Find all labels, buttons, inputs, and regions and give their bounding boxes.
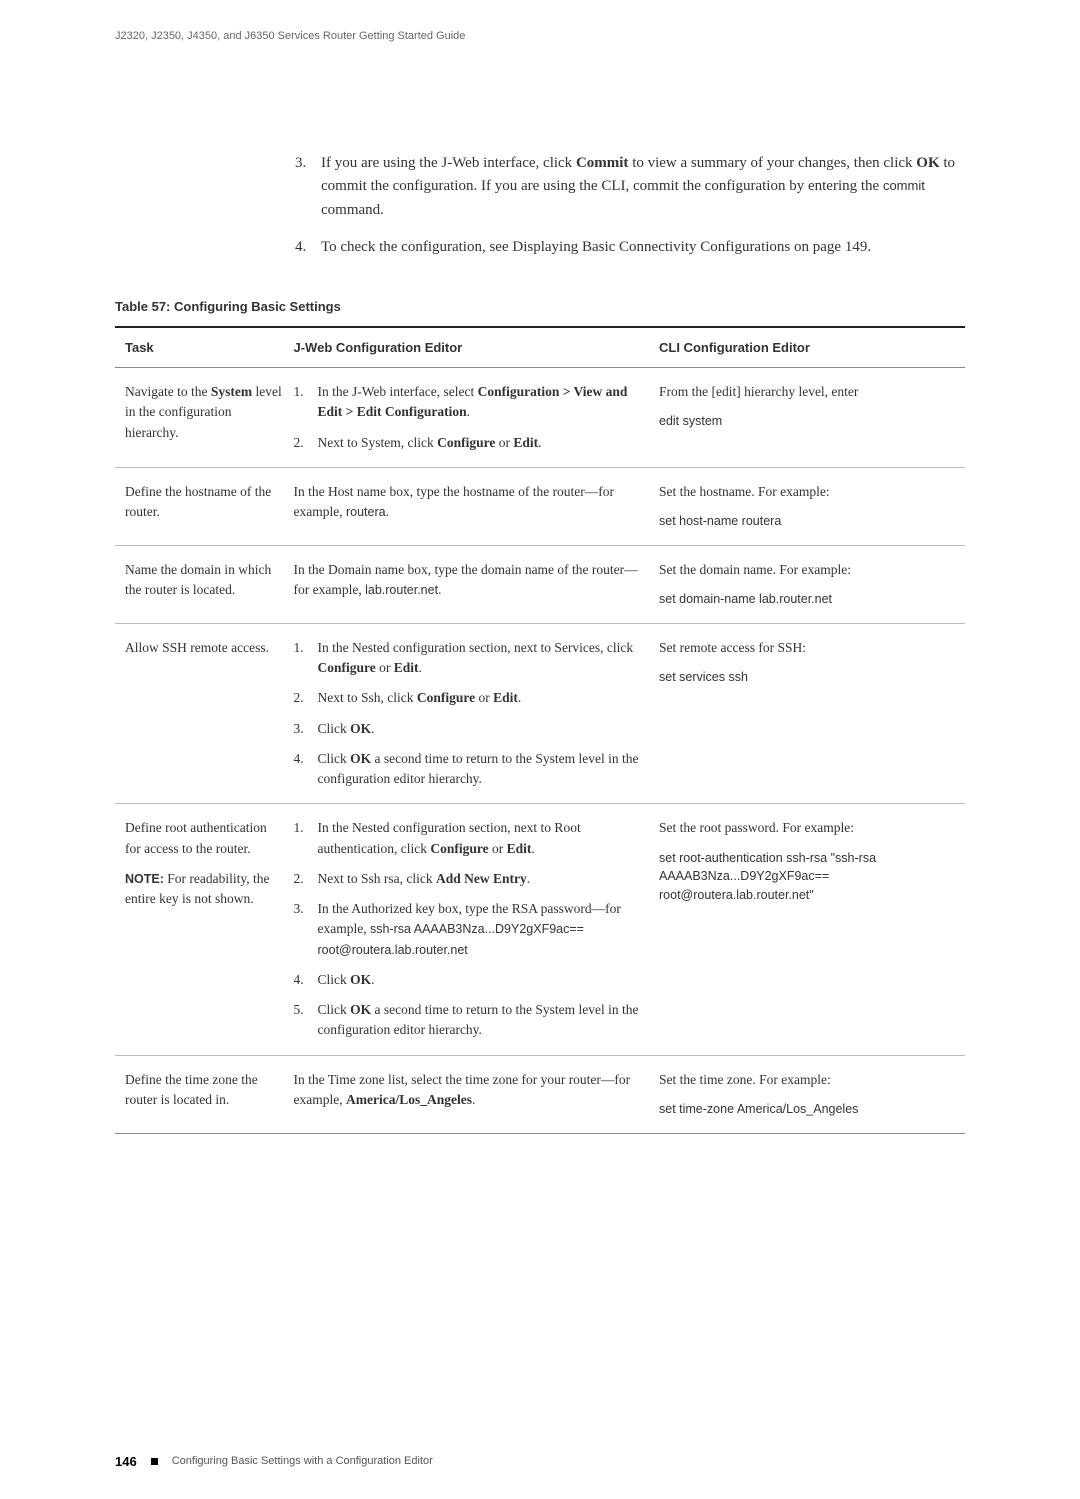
intro-text-frag: to view a summary of your changes, then … [628,155,916,171]
task-cell: Name the domain in which the router is l… [115,545,294,623]
jweb-cell: 1.In the J-Web interface, select Configu… [294,368,660,468]
task-cell: Define root authentication for access to… [115,804,294,1055]
step-num: 5. [294,1000,318,1041]
step-num: 4. [294,749,318,790]
cli-cell: Set remote access for SSH:set services s… [659,623,965,804]
step-num: 1. [294,382,318,423]
step-text: In the Nested configuration section, nex… [318,818,650,859]
step: 4.Click OK a second time to return to th… [294,749,650,790]
cli-cell: Set the domain name. For example:set dom… [659,545,965,623]
step-text: Next to Ssh rsa, click Add New Entry. [318,869,650,889]
step-text: Click OK. [318,719,650,739]
step: 3.In the Authorized key box, type the RS… [294,899,650,960]
jweb-cell: 1.In the Nested configuration section, n… [294,623,660,804]
step-text: Click OK. [318,970,650,990]
step: 1.In the Nested configuration section, n… [294,818,650,859]
task-cell: Navigate to the System level in the conf… [115,368,294,468]
step-text: Next to System, click Configure or Edit. [318,433,650,453]
step: 2.Next to Ssh, click Configure or Edit. [294,688,650,708]
step-text: Click OK a second time to return to the … [318,749,650,790]
th-task: Task [115,327,294,368]
step: 2.Next to Ssh rsa, click Add New Entry. [294,869,650,889]
step: 2.Next to System, click Configure or Edi… [294,433,650,453]
task-cell: Define the time zone the router is locat… [115,1055,294,1133]
step-num: 2. [294,433,318,453]
step: 5.Click OK a second time to return to th… [294,1000,650,1041]
table-row: Name the domain in which the router is l… [115,545,965,623]
cli-cell: Set the hostname. For example:set host-n… [659,467,965,545]
step-text: Click OK a second time to return to the … [318,1000,650,1041]
intro-text-frag: If you are using the J-Web interface, cl… [321,155,576,171]
step-num: 1. [294,638,318,679]
ok-label: OK [916,155,939,171]
cli-cell: Set the root password. For example:set r… [659,804,965,1055]
step-num: 3. [294,719,318,739]
step-text: In the J-Web interface, select Configura… [318,382,650,423]
table-row: Allow SSH remote access.1.In the Nested … [115,623,965,804]
step-text: In the Nested configuration section, nex… [318,638,650,679]
footer-square-icon [151,1458,158,1465]
intro-text: If you are using the J-Web interface, cl… [321,152,965,222]
running-header: J2320, J2350, J4350, and J6350 Services … [115,30,965,42]
th-cli: CLI Configuration Editor [659,327,965,368]
commit-command: commit [883,178,925,193]
jweb-cell: In the Time zone list, select the time z… [294,1055,660,1133]
intro-num: 4. [295,236,321,259]
step-num: 4. [294,970,318,990]
jweb-cell: In the Host name box, type the hostname … [294,467,660,545]
intro-text: To check the configuration, see Displayi… [321,236,965,259]
task-cell: Define the hostname of the router. [115,467,294,545]
jweb-cell: 1.In the Nested configuration section, n… [294,804,660,1055]
page-footer: 146 Configuring Basic Settings with a Co… [115,1454,965,1469]
page-number: 146 [115,1454,137,1469]
cli-cell: From the [edit] hierarchy level, entered… [659,368,965,468]
task-cell: Allow SSH remote access. [115,623,294,804]
commit-label: Commit [576,155,629,171]
intro-item-3: 3. If you are using the J-Web interface,… [295,152,965,222]
cli-cell: Set the time zone. For example:set time-… [659,1055,965,1133]
step: 1.In the J-Web interface, select Configu… [294,382,650,423]
table-row: Define the hostname of the router.In the… [115,467,965,545]
step-num: 2. [294,869,318,889]
th-jweb: J-Web Configuration Editor [294,327,660,368]
step-text: In the Authorized key box, type the RSA … [318,899,650,960]
step: 1.In the Nested configuration section, n… [294,638,650,679]
table-row: Define the time zone the router is locat… [115,1055,965,1133]
jweb-cell: In the Domain name box, type the domain … [294,545,660,623]
step-text: Next to Ssh, click Configure or Edit. [318,688,650,708]
intro-item-4: 4. To check the configuration, see Displ… [295,236,965,259]
intro-text-frag: command. [321,202,384,218]
intro-num: 3. [295,152,321,222]
settings-table: Task J-Web Configuration Editor CLI Conf… [115,326,965,1134]
step: 3.Click OK. [294,719,650,739]
step: 4.Click OK. [294,970,650,990]
intro-list: 3. If you are using the J-Web interface,… [295,152,965,259]
step-num: 3. [294,899,318,960]
table-row: Define root authentication for access to… [115,804,965,1055]
footer-text: Configuring Basic Settings with a Config… [172,1455,433,1467]
step-num: 1. [294,818,318,859]
table-row: Navigate to the System level in the conf… [115,368,965,468]
table-caption: Table 57: Configuring Basic Settings [115,299,965,314]
step-num: 2. [294,688,318,708]
